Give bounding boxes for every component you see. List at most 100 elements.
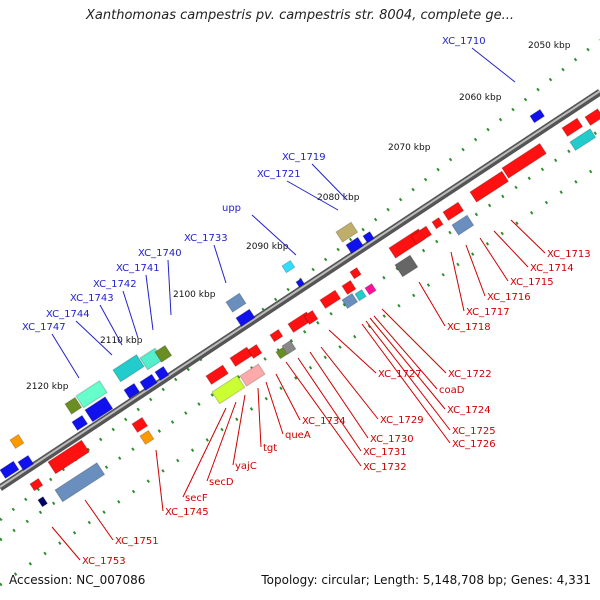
gene-feature[interactable] (75, 380, 108, 409)
gene-label[interactable]: XC_1721 (257, 169, 301, 180)
gene-label[interactable]: XC_1719 (282, 152, 326, 163)
gene-label[interactable]: XC_1715 (510, 277, 554, 288)
leader-line (51, 526, 81, 561)
forward-gene[interactable] (584, 108, 600, 127)
reverse-gene[interactable] (345, 236, 364, 255)
gene-label[interactable]: XC_1740 (138, 248, 182, 259)
leader-line (381, 308, 447, 374)
forward-gene[interactable] (205, 364, 229, 386)
axis-tick-label: 2120 kbp (26, 382, 69, 392)
gene-feature[interactable] (281, 339, 297, 356)
forward-gene[interactable] (410, 225, 433, 246)
forward-gene[interactable] (47, 439, 90, 475)
gene-label[interactable]: XC_1714 (530, 263, 574, 274)
leader-line (465, 244, 486, 297)
gene-label[interactable]: XC_1724 (447, 405, 491, 416)
gene-label[interactable]: secF (185, 493, 208, 504)
forward-gene[interactable] (349, 266, 362, 280)
gene-label[interactable]: queA (285, 430, 311, 441)
gene-feature[interactable] (451, 214, 475, 236)
gene-label[interactable]: XC_1716 (487, 292, 531, 303)
reverse-gene[interactable] (17, 454, 35, 472)
gene-label[interactable]: XC_1722 (448, 369, 492, 380)
gene-label[interactable]: XC_1729 (380, 415, 424, 426)
forward-gene[interactable] (469, 170, 510, 203)
gene-label[interactable]: tgt (263, 443, 277, 454)
gene-label[interactable]: yajC (235, 461, 257, 472)
leader-line (309, 351, 369, 439)
gene-label[interactable]: XC_1747 (22, 322, 66, 333)
leader-line (320, 346, 379, 420)
gene-feature[interactable] (354, 288, 367, 302)
forward-gene[interactable] (29, 477, 44, 492)
gene-feature[interactable] (281, 259, 296, 274)
gene-feature[interactable] (9, 433, 25, 450)
forward-gene[interactable] (303, 309, 319, 326)
gene-label[interactable]: XC_1753 (82, 556, 126, 567)
gene-label[interactable]: XC_1741 (116, 263, 160, 274)
reverse-gene[interactable] (139, 373, 158, 392)
forward-gene[interactable] (269, 328, 284, 343)
forward-gene[interactable] (442, 201, 465, 222)
gene-label[interactable]: XC_1744 (46, 309, 90, 320)
gene-label[interactable]: XC_1745 (165, 507, 209, 518)
gene-feature[interactable] (225, 292, 247, 313)
gene-feature[interactable] (394, 254, 419, 278)
gene-feature[interactable] (341, 292, 359, 310)
gene-feature[interactable] (64, 396, 83, 415)
reverse-gene[interactable] (0, 460, 20, 480)
gene-label[interactable]: XC_1734 (302, 416, 346, 427)
leader-line (418, 281, 446, 327)
reverse-gene[interactable] (295, 278, 305, 288)
gene-label[interactable]: XC_1751 (115, 536, 159, 547)
reverse-gene[interactable] (84, 396, 114, 423)
gene-label[interactable]: XC_1730 (370, 434, 414, 445)
gene-feature[interactable] (211, 374, 246, 405)
gene-label[interactable]: XC_1733 (184, 233, 228, 244)
gene-feature[interactable] (335, 221, 359, 243)
gene-label[interactable]: upp (222, 203, 241, 214)
forward-gene[interactable] (247, 343, 263, 360)
gene-feature[interactable] (154, 344, 173, 363)
leader-line (213, 244, 227, 284)
reverse-gene[interactable] (235, 308, 256, 328)
gene-feature[interactable] (54, 462, 106, 503)
axis-tick-label: 2090 kbp (246, 242, 289, 252)
gene-feature[interactable] (569, 128, 597, 152)
gene-label[interactable]: XC_1717 (466, 307, 510, 318)
reverse-gene[interactable] (154, 365, 170, 382)
gene-label[interactable]: coaD (439, 385, 465, 396)
gene-label[interactable]: XC_1732 (363, 462, 407, 473)
forward-gene[interactable] (431, 216, 444, 230)
leader-line (369, 317, 446, 410)
axis-tick-label: 2110 kbp (100, 336, 143, 346)
leader-line (232, 394, 246, 466)
gene-label[interactable]: XC_1718 (447, 322, 491, 333)
gene-label[interactable]: XC_1713 (547, 249, 591, 260)
gene-label[interactable]: XC_1742 (93, 279, 137, 290)
reverse-gene[interactable] (529, 108, 546, 124)
gene-label[interactable]: XC_1725 (452, 426, 496, 437)
gene-feature[interactable] (275, 346, 288, 360)
gene-feature[interactable] (112, 354, 145, 383)
accession-label: Accession: NC_007086 (9, 573, 146, 587)
gene-feature[interactable] (364, 282, 377, 296)
reverse-gene[interactable] (123, 382, 141, 400)
reverse-gene[interactable] (362, 230, 375, 244)
forward-gene[interactable] (561, 117, 584, 138)
forward-gene[interactable] (341, 279, 357, 296)
gene-label[interactable]: XC_1726 (452, 439, 496, 450)
forward-gene[interactable] (319, 289, 342, 310)
forward-gene[interactable] (501, 142, 547, 179)
gene-label[interactable]: secD (209, 477, 234, 488)
gene-feature[interactable] (37, 496, 49, 508)
gene-feature[interactable] (239, 363, 266, 387)
gene-label[interactable]: XC_1710 (442, 36, 486, 47)
gene-feature[interactable] (139, 429, 155, 446)
gene-label[interactable]: XC_1743 (70, 293, 114, 304)
leader-line (285, 361, 362, 467)
forward-gene[interactable] (131, 416, 149, 434)
gene-label[interactable]: XC_1731 (363, 447, 407, 458)
reverse-gene[interactable] (71, 414, 89, 432)
